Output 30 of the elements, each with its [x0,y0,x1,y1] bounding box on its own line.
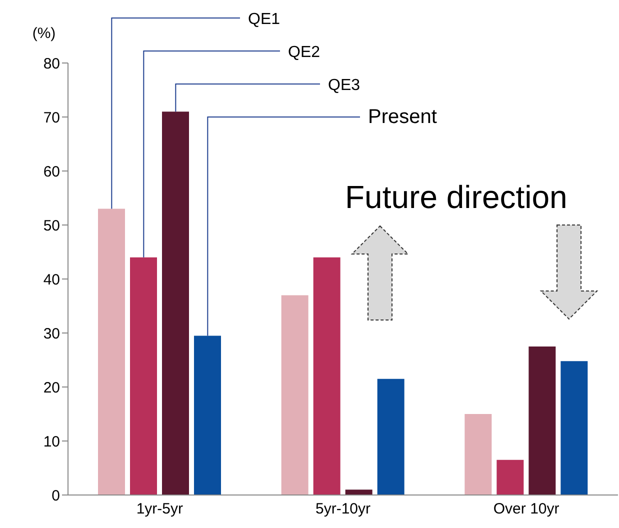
bar [194,336,221,495]
text: QE1 [248,11,280,28]
bar [528,346,556,495]
y-tick-label: 80 [43,55,60,72]
bar [496,460,524,495]
x-tick-label: 1yr-5yr [136,500,184,518]
bar [464,414,492,495]
bar [377,378,404,495]
y-tick-label: 20 [43,379,60,396]
y-tick-label: 10 [43,433,60,450]
y-axis-title: (%) [32,25,56,42]
bar [345,490,372,495]
y-tick-label: 30 [43,325,60,342]
bar [130,257,157,495]
bar [281,295,308,495]
text: QE2 [288,44,320,61]
x-tick-label: 5yr-10yr [315,500,371,518]
y-tick-label: 50 [43,217,60,234]
bar [98,208,125,495]
y-tick-label: 60 [43,163,60,180]
bar [560,361,588,495]
y-tick-label: 0 [52,487,60,504]
annotation: Future direction [345,179,568,215]
text: Present [368,106,438,128]
y-tick-label: 70 [43,109,60,126]
x-tick-label: Over 10yr [493,500,560,518]
bar [162,112,189,495]
text: QE3 [328,77,360,94]
bar [313,257,340,495]
y-tick-label: 40 [43,271,60,288]
